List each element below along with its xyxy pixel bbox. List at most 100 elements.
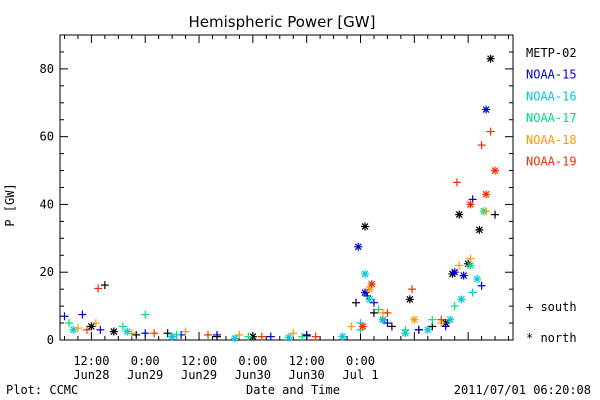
y-tick-label: 0: [47, 333, 54, 347]
data-point: [141, 310, 150, 319]
data-point: [60, 312, 69, 321]
data-point: [360, 288, 369, 297]
data-point: [132, 330, 141, 339]
plot-frame: [59, 34, 514, 341]
data-point: [266, 332, 275, 341]
data-point: [91, 319, 100, 328]
data-point: [204, 330, 213, 339]
data-point: [401, 325, 410, 334]
data-point: [450, 302, 459, 311]
chart-title: Hemispheric Power [GW]: [189, 13, 376, 31]
data-point: [383, 319, 392, 328]
data-point: [414, 325, 423, 334]
data-point: [428, 322, 437, 331]
data-point: [311, 332, 320, 341]
data-point: [257, 332, 266, 341]
legend-entry: METP-02: [526, 46, 577, 60]
data-point: [87, 322, 96, 331]
data-point: [466, 261, 475, 270]
legend-entry: NOAA-18: [526, 133, 577, 147]
data-point: [141, 329, 150, 338]
data-point: [468, 288, 477, 297]
legend-entry: NOAA-17: [526, 111, 577, 125]
data-point: [457, 295, 466, 304]
data-point: [455, 261, 464, 270]
data-point: [475, 225, 484, 234]
data-point: [482, 190, 491, 199]
data-point: [452, 178, 461, 187]
legend-entry: NOAA-15: [526, 68, 577, 82]
x-tick-label-date: Jun29: [127, 368, 163, 382]
data-point: [347, 322, 356, 331]
data-point: [446, 315, 455, 324]
y-axis-label: P [GW]: [3, 183, 17, 226]
data-point: [441, 322, 450, 331]
data-point: [365, 295, 374, 304]
marker-legend-north: * north: [526, 331, 577, 345]
data-point: [477, 141, 486, 150]
data-point: [100, 281, 109, 290]
data-point: [289, 329, 298, 338]
data-point: [374, 305, 383, 314]
x-tick-label-time: 12:00: [73, 354, 109, 368]
data-point: [383, 308, 392, 317]
data-point: [491, 166, 500, 175]
x-tick-label-time: 0:00: [238, 354, 267, 368]
data-point: [302, 331, 311, 340]
data-point: [482, 207, 491, 216]
data-point: [437, 315, 446, 324]
data-point: [338, 332, 347, 341]
legend-entry: NOAA-16: [526, 89, 577, 103]
data-point: [491, 210, 500, 219]
data-point: [64, 319, 73, 328]
x-tick-label-date: Jun28: [73, 368, 109, 382]
data-point: [69, 325, 78, 334]
data-point: [408, 285, 417, 294]
x-tick-label-time: 12:00: [289, 354, 325, 368]
data-points: [60, 54, 500, 343]
data-point: [455, 210, 464, 219]
data-point: [150, 329, 159, 338]
data-point: [78, 310, 87, 319]
x-tick-label-date: Jun30: [235, 368, 271, 382]
y-axis: 0 20 40 60 80: [40, 34, 513, 347]
data-point: [354, 242, 363, 251]
data-point: [410, 315, 419, 324]
data-point: [298, 332, 307, 341]
data-point: [486, 127, 495, 136]
data-point: [118, 322, 127, 331]
data-point: [248, 332, 257, 341]
y-tick-label: 20: [40, 265, 54, 279]
data-point: [82, 325, 91, 334]
x-tick-label-time: 0:00: [131, 354, 160, 368]
x-tick-label-time: 12:00: [181, 354, 217, 368]
x-tick-label-date: Jun29: [181, 368, 217, 382]
y-tick-label: 60: [40, 130, 54, 144]
data-point: [369, 298, 378, 307]
legend: METP-02 NOAA-15 NOAA-16 NOAA-17 NOAA-18 NOAA-…: [526, 46, 577, 169]
data-point: [423, 325, 432, 334]
data-point: [96, 325, 105, 334]
data-point: [369, 308, 378, 317]
x-axis-label: Date and Time: [246, 383, 340, 397]
x-axis: 12:00Jun280:00Jun2912:00Jun290:00Jun3012…: [63, 35, 510, 382]
data-point: [73, 324, 82, 333]
data-point: [172, 330, 181, 339]
data-point: [473, 275, 482, 283]
data-point: [482, 105, 491, 114]
x-tick-label-time: 0:00: [346, 354, 375, 368]
data-point: [163, 329, 172, 338]
data-point: [360, 222, 369, 231]
data-point: [466, 200, 475, 209]
data-point: [244, 332, 253, 341]
data-point: [367, 280, 376, 289]
data-point: [352, 298, 361, 307]
data-point: [181, 327, 190, 336]
x-tick-label-date: Jun30: [289, 368, 325, 382]
data-point: [466, 254, 475, 263]
data-point: [378, 315, 387, 324]
data-point: [230, 334, 239, 343]
data-point: [477, 281, 486, 290]
data-point: [123, 327, 132, 336]
